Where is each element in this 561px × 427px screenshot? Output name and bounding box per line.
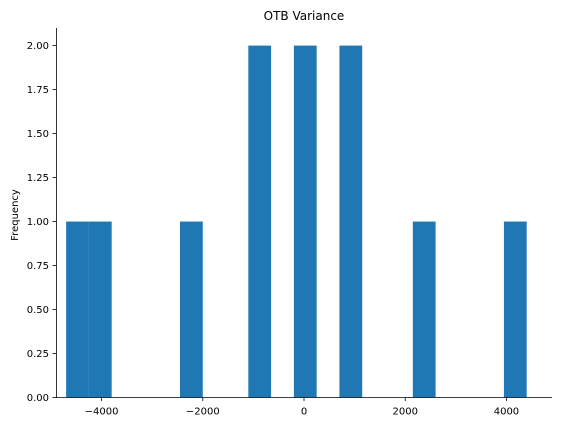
x-tick-label: −2000 xyxy=(186,407,220,418)
x-tick-label: 2000 xyxy=(392,407,417,418)
y-tick-label: 2.00 xyxy=(27,41,49,52)
chart-title: OTB Variance xyxy=(264,9,345,23)
histogram-bar-0 xyxy=(66,222,89,398)
y-tick-label: 1.25 xyxy=(27,173,49,184)
y-ticks-group: 0.00 0.25 0.50 0.75 1.00 1.25 1.50 1.75 2.00 xyxy=(27,41,56,404)
x-tick-label: −4000 xyxy=(85,407,119,418)
histogram-bar-7 xyxy=(504,222,527,398)
histogram-bar-5 xyxy=(339,46,362,398)
y-tick-label: 1.50 xyxy=(27,129,49,140)
histogram-bar-1 xyxy=(89,222,112,398)
x-ticks-group: −4000 −2000 0 2000 4000 xyxy=(85,398,520,418)
y-tick-label: 1.00 xyxy=(27,217,49,228)
histogram-bar-6 xyxy=(413,222,436,398)
y-tick-label: 0.25 xyxy=(27,349,49,360)
y-tick-label: 0.50 xyxy=(27,305,49,316)
y-axis-label: Frequency xyxy=(10,189,21,241)
histogram-bar-3 xyxy=(248,46,271,398)
x-tick-label: 0 xyxy=(301,407,307,418)
histogram-bar-2 xyxy=(180,222,203,398)
histogram-bar-4 xyxy=(294,46,317,398)
y-tick-label: 0.00 xyxy=(27,393,49,404)
bars-group xyxy=(66,46,527,398)
x-tick-label: 4000 xyxy=(494,407,519,418)
y-tick-label: 1.75 xyxy=(27,85,49,96)
y-tick-label: 0.75 xyxy=(27,261,49,272)
